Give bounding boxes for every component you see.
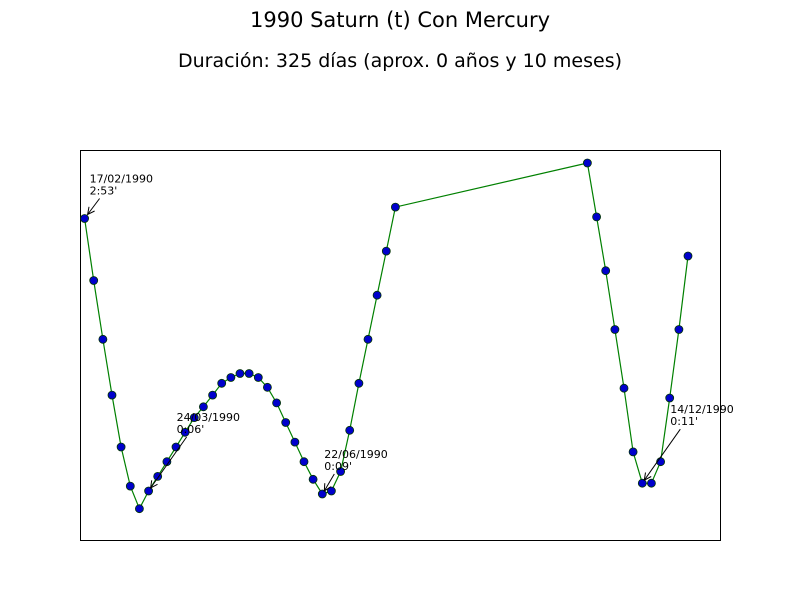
data-point: [244, 369, 254, 378]
data-point: [189, 413, 199, 423]
plot-area-frame: [80, 150, 721, 541]
data-point: [125, 481, 135, 491]
data-point: [134, 504, 144, 514]
annotation-arrowhead: [149, 480, 158, 489]
data-point: [235, 369, 245, 378]
annotation-date: 17/02/1990: [90, 173, 153, 186]
annotation-value: 2:53': [90, 185, 118, 198]
data-point: [683, 251, 693, 261]
annotation-date: 24/03/1990: [177, 411, 240, 424]
annotation-arrowhead: [86, 206, 95, 216]
annotation-arrowhead: [643, 472, 652, 482]
data-point: [217, 378, 227, 388]
annotation-value: 0:09': [324, 460, 352, 473]
data-point: [628, 447, 638, 457]
annotation-value: 0:11': [670, 415, 698, 428]
data-point: [262, 382, 272, 392]
data-point: [390, 202, 400, 212]
data-point: [299, 457, 309, 467]
data-point: [89, 276, 99, 285]
data-point: [592, 212, 601, 222]
data-point: [363, 334, 373, 344]
data-point: [208, 390, 218, 400]
annotation-arrow: [643, 428, 681, 481]
chart-subtitle: Duración: 325 días (aprox. 0 años y 10 m…: [177, 50, 623, 72]
annotation-date: 14/12/1990: [670, 403, 733, 416]
data-point: [272, 398, 282, 408]
data-point: [381, 246, 391, 256]
data-point: [583, 158, 592, 168]
data-point: [107, 390, 117, 400]
data-point: [326, 486, 336, 496]
data-point: [336, 467, 346, 476]
data-point: [354, 378, 364, 388]
data-point: [290, 437, 300, 447]
data-point: [601, 266, 611, 276]
data-point: [80, 214, 89, 223]
data-point: [610, 325, 620, 334]
data-point: [665, 393, 675, 403]
data-point: [180, 427, 190, 437]
annotation-arrow: [150, 436, 188, 489]
data-point: [198, 402, 208, 412]
data-point: [674, 325, 684, 334]
data-point: [372, 290, 382, 300]
data-point: [345, 425, 355, 435]
data-point: [98, 334, 108, 344]
data-point: [253, 373, 263, 382]
data-point: [637, 478, 647, 488]
data-point: [281, 418, 291, 427]
data-point: [226, 373, 236, 382]
data-point: [647, 478, 656, 488]
data-point: [144, 486, 154, 496]
annotation-date: 22/06/1990: [324, 448, 387, 461]
annotation-arrow: [323, 473, 335, 492]
annotation-arrowhead: [323, 483, 332, 492]
data-point: [308, 474, 318, 484]
data-point: [317, 489, 327, 499]
annotation-value: 0:06': [177, 423, 205, 436]
data-point: [171, 442, 181, 452]
data-point: [619, 383, 629, 393]
data-point: [116, 442, 126, 452]
annotation-arrow: [87, 198, 100, 215]
chart-title: 1990 Saturn (t) Con Mercury: [249, 8, 551, 32]
